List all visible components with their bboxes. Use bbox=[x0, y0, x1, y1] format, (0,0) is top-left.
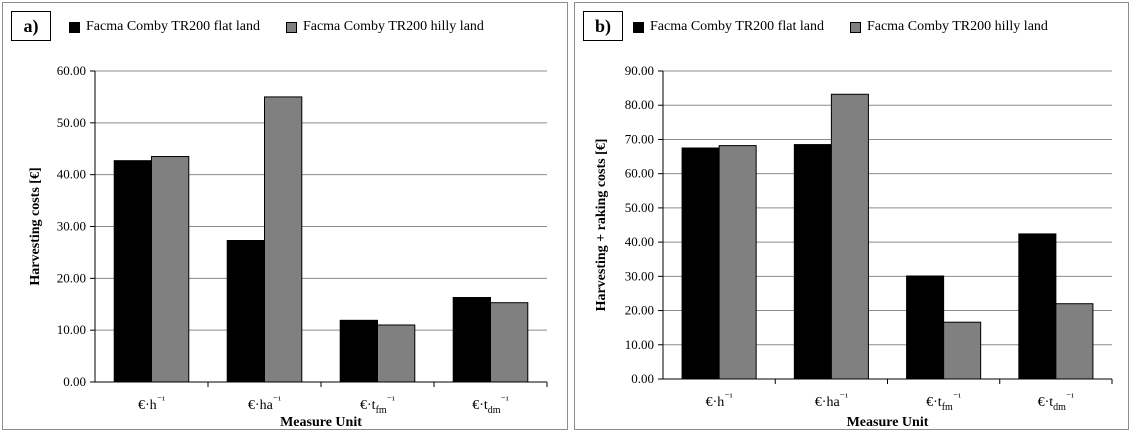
y-tick-label: 20.00 bbox=[625, 303, 654, 318]
chart-svg-a: 0.00 10.00 20.00 30.00 40.00 50.00 60.00 €·h⁻¹ €… bbox=[28, 63, 548, 430]
y-tick-label: 30.00 bbox=[625, 268, 654, 283]
y-tick-label: 20.00 bbox=[57, 270, 86, 285]
x-axis-title: Measure Unit bbox=[847, 415, 929, 430]
legend-swatch-flat bbox=[69, 21, 80, 33]
bar-flat-0 bbox=[113, 160, 152, 383]
y-axis-title: Harvesting costs [€] bbox=[28, 167, 43, 285]
legend-b: Facma Comby TR200 flat land Facma Comby … bbox=[633, 19, 1074, 35]
y-tick-label: 90.00 bbox=[625, 63, 654, 78]
y-tick-label: 50.00 bbox=[57, 115, 86, 130]
bar-flat-2 bbox=[339, 319, 378, 383]
bar-hilly-1 bbox=[264, 96, 303, 383]
legend-label-hilly: Facma Comby TR200 hilly land bbox=[866, 19, 1048, 34]
legend-label-flat: Facma Comby TR200 flat land bbox=[86, 19, 260, 34]
x-category-label: €·tdm⁻¹ bbox=[472, 395, 509, 416]
x-category-label: €·ha⁻¹ bbox=[815, 392, 848, 410]
y-axis-title: Harvesting + raking costs [€] bbox=[594, 139, 609, 312]
bar-hilly-2 bbox=[377, 324, 416, 383]
y-tick-label: 0.00 bbox=[63, 374, 86, 389]
bar-flat-3 bbox=[452, 297, 491, 383]
y-tick-label: 50.00 bbox=[625, 200, 654, 215]
y-tick-label: 80.00 bbox=[625, 97, 654, 112]
chart-svg-b: 0.00 10.00 20.00 30.00 40.00 50.00 60.00 70.00 8… bbox=[594, 63, 1113, 430]
bar-hilly-2 bbox=[943, 321, 982, 380]
bar-hilly-0 bbox=[718, 145, 757, 380]
legend-swatch-hilly bbox=[285, 21, 297, 33]
legend-swatch-flat bbox=[633, 21, 644, 33]
y-tick-label: 70.00 bbox=[625, 131, 654, 146]
legend-item-flat: Facma Comby TR200 flat land bbox=[69, 19, 260, 35]
y-tick-label: 40.00 bbox=[625, 234, 654, 249]
x-category-label: €·tdm⁻¹ bbox=[1038, 392, 1075, 413]
y-tick-label: 0.00 bbox=[631, 371, 654, 386]
legend-label-flat: Facma Comby TR200 flat land bbox=[650, 19, 824, 34]
x-axis-title: Measure Unit bbox=[280, 415, 362, 430]
y-tick-label: 60.00 bbox=[57, 63, 86, 78]
bar-hilly-1 bbox=[830, 93, 869, 380]
y-tick-label: 10.00 bbox=[625, 337, 654, 352]
bar-flat-1 bbox=[793, 144, 832, 380]
legend-item-flat: Facma Comby TR200 flat land bbox=[633, 19, 824, 35]
x-category-label: €·h⁻¹ bbox=[706, 392, 733, 410]
bar-flat-0 bbox=[681, 147, 720, 380]
legend-label-hilly: Facma Comby TR200 hilly land bbox=[302, 19, 484, 34]
legend-item-hilly: Facma Comby TR200 hilly land bbox=[285, 19, 484, 35]
bar-hilly-3 bbox=[490, 302, 529, 383]
bar-flat-2 bbox=[906, 275, 945, 380]
y-tick-label: 60.00 bbox=[625, 166, 654, 181]
bar-hilly-3 bbox=[1055, 303, 1094, 380]
x-category-label: €·tfm⁻¹ bbox=[360, 395, 395, 416]
x-category-label: €·ha⁻¹ bbox=[248, 395, 281, 413]
bar-flat-1 bbox=[226, 239, 266, 383]
panel-label-a: a) bbox=[11, 11, 51, 41]
legend-item-hilly: Facma Comby TR200 hilly land bbox=[849, 19, 1048, 35]
chart-panel-b: b) Facma Comby TR200 flat land Facma Com… bbox=[574, 2, 1129, 430]
bar-hilly-0 bbox=[151, 156, 190, 383]
chart-panel-a: a) Facma Comby TR200 flat land Facma Com… bbox=[2, 2, 568, 430]
legend-a: Facma Comby TR200 flat land Facma Comby … bbox=[69, 19, 510, 35]
y-tick-label: 40.00 bbox=[57, 167, 86, 182]
panel-label-b: b) bbox=[583, 11, 623, 41]
legend-swatch-hilly bbox=[849, 21, 861, 33]
x-category-label: €·h⁻¹ bbox=[138, 395, 165, 413]
x-category-label: €·tfm⁻¹ bbox=[926, 392, 961, 413]
bar-flat-3 bbox=[1018, 233, 1057, 380]
y-tick-label: 10.00 bbox=[57, 322, 86, 337]
y-tick-label: 30.00 bbox=[57, 219, 86, 234]
